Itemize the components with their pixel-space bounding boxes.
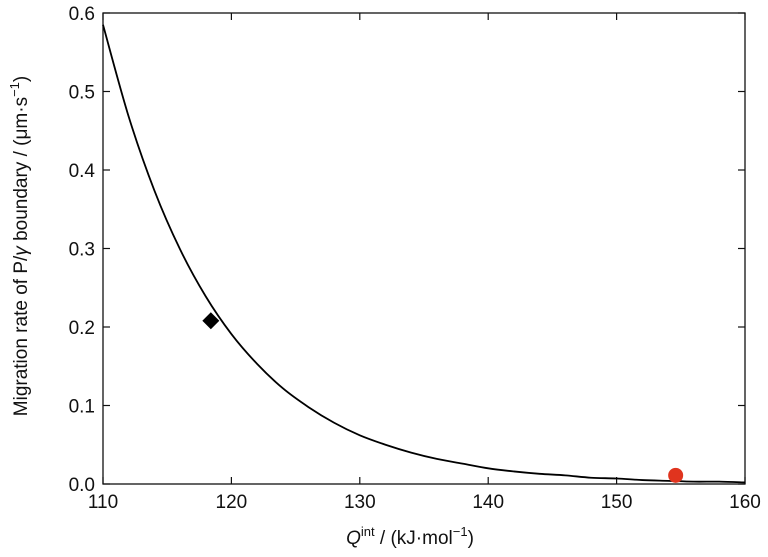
circle-marker — [668, 467, 684, 483]
y-tick-label: 0.4 — [69, 161, 96, 182]
y-axis-title: Migration rate of P/γ boundary / (μm·s−1… — [7, 76, 32, 416]
tick-labels: 110 120 130 140 150 160 0.0 0.1 0.2 0.3 0.4 0.5 0.6 — [69, 4, 761, 513]
plot-frame — [102, 12, 746, 485]
x-tick-label: 140 — [472, 492, 504, 513]
x-tick-label: 160 — [729, 492, 761, 513]
y-tick-label: 0.2 — [69, 318, 95, 339]
y-tick-label: 0.5 — [69, 83, 95, 104]
axis-ticks — [102, 12, 746, 485]
x-tick-label: 130 — [344, 492, 376, 513]
x-tick-label: 150 — [601, 492, 633, 513]
y-tick-label: 0.1 — [69, 397, 95, 418]
x-tick-label: 110 — [88, 492, 118, 513]
series-line — [102, 24, 746, 484]
y-tick-label: 0.0 — [69, 475, 95, 496]
x-axis-title: Qint / (kJ·mol−1) — [346, 524, 474, 549]
markers — [202, 312, 684, 483]
diamond-marker — [202, 312, 220, 330]
y-tick-label: 0.6 — [69, 4, 95, 25]
x-tick-label: 120 — [216, 492, 248, 513]
y-tick-label: 0.3 — [69, 240, 95, 261]
